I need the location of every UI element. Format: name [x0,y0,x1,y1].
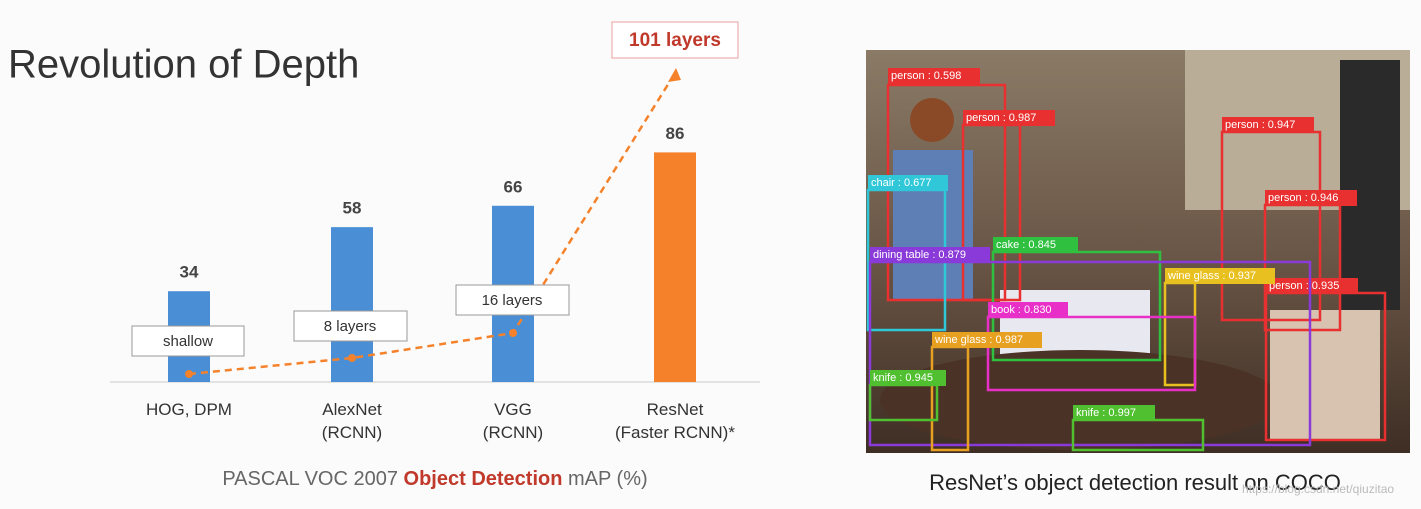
x-axis-title: PASCAL VOC 2007 Object Detection mAP (%) [222,468,647,490]
detections: person : 0.598 person : 0.987 person : 0… [866,68,1387,452]
bar [654,152,696,382]
detection-tag [870,370,946,386]
trend-point [185,370,193,378]
depth-trend [188,77,674,376]
x-tick-label: VGG (RCNN) [482,400,544,442]
annotation-box [611,21,739,59]
figure-caption: ResNet’s object detection result on COCO [929,470,1341,495]
annotation-text: 101 layers [629,30,721,51]
annotation-text: shallow [163,333,213,350]
trend-point [509,329,517,337]
photo-person [1340,60,1400,310]
annotation: 16 layers [455,284,570,316]
detection-label: person : 0.598 [891,70,961,82]
value-label: 66 [504,177,523,196]
detection-label: knife : 0.997 [1076,407,1136,419]
photo-child [1270,310,1380,440]
annotation: shallow [131,325,245,357]
x-tick-label: ResNet (Faster RCNN)* [615,400,735,442]
detection-tag [868,175,948,191]
bars: 34 58 66 86 [168,124,696,382]
detection-tag [932,332,1042,348]
photo-cake [1000,290,1150,360]
photo-table [880,350,1280,450]
detection-tag [870,247,990,263]
photo-person-head [910,98,954,142]
annotation-text: 16 layers [482,292,543,309]
annotation: 101 layers [611,21,739,59]
detection-tag [963,110,1055,126]
annotation-box [293,310,408,342]
detection-label: dining table : 0.879 [873,249,966,261]
photo-person [893,150,973,300]
x-axis-title-part: PASCAL VOC 2007 [222,468,403,490]
annotation: 8 layers [293,310,408,342]
detection-label: person : 0.987 [966,112,1036,124]
trend-point [348,354,356,362]
x-tick-label: AlexNet (RCNN) [321,400,383,442]
detection-label: person : 0.946 [1268,192,1338,204]
detection-tag [988,302,1068,318]
detection-tag [1165,268,1275,284]
detection-label: person : 0.947 [1225,119,1295,131]
detection-label: chair : 0.677 [871,177,932,189]
detection-tag [1266,278,1358,294]
detection-label: knife : 0.945 [873,372,933,384]
watermark: https://blog.csdn.net/qiuzitao [1242,482,1394,496]
value-label: 34 [180,263,199,282]
value-label: 58 [343,199,362,218]
detection-tag [1222,117,1314,133]
x-axis-title-part: mAP (%) [562,468,647,490]
detection-box [868,260,1312,447]
chart-title: Revolution of Depth [8,43,359,87]
detection-box [886,83,1007,302]
detection-label: cake : 0.845 [996,239,1056,251]
annotation-box [455,284,570,316]
detection-tag [1265,190,1357,206]
annotation-text: 8 layers [324,318,377,335]
annotation-box [131,325,245,357]
detection-box [986,315,1197,392]
detection-label: wine glass : 0.937 [1167,270,1256,282]
x-tick-label: HOG, DPM [146,400,232,419]
x-axis-title-part: Object Detection [404,468,563,490]
detection-tag [993,237,1078,253]
detection-label: book : 0.830 [991,304,1052,316]
detection-tag [1073,405,1155,421]
detection-tag [888,68,980,84]
detection-label: wine glass : 0.987 [934,334,1023,346]
arrow-head [668,68,681,82]
detection-label: person : 0.935 [1269,280,1339,292]
value-label: 86 [666,124,685,143]
